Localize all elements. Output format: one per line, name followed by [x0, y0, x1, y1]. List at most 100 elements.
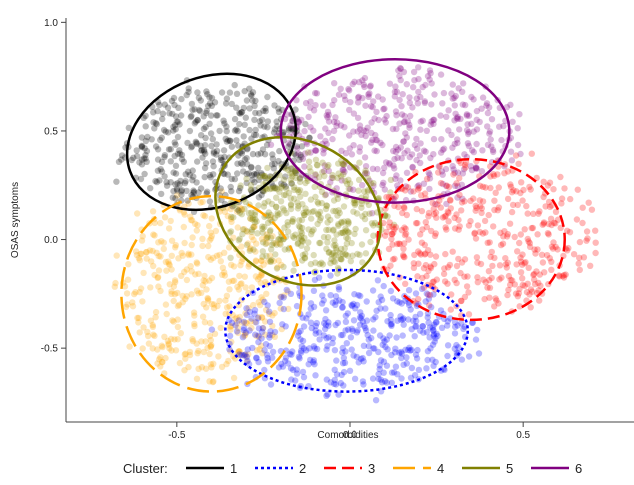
scatter-point: [472, 202, 479, 209]
scatter-point: [473, 254, 481, 261]
scatter-point: [362, 193, 370, 200]
scatter-point: [138, 143, 146, 150]
scatter-point: [391, 93, 398, 100]
scatter-point: [142, 112, 149, 120]
scatter-point: [167, 146, 174, 153]
scatter-point: [307, 356, 314, 364]
scatter-point: [142, 123, 149, 130]
scatter-point: [174, 118, 182, 125]
scatter-point: [320, 168, 328, 175]
scatter-point: [548, 258, 555, 265]
scatter-point: [334, 195, 342, 203]
scatter-point: [161, 214, 169, 221]
scatter-point: [454, 136, 461, 143]
scatter-point: [564, 227, 571, 234]
scatter-point: [350, 300, 357, 308]
scatter-point: [179, 252, 186, 259]
scatter-point: [389, 125, 397, 133]
scatter-point: [183, 276, 191, 284]
scatter-point: [437, 179, 445, 187]
scatter-point: [209, 158, 217, 165]
scatter-point: [465, 142, 473, 150]
scatter-point: [355, 359, 362, 366]
scatter-point: [365, 91, 372, 98]
scatter-point: [368, 119, 375, 126]
scatter-point: [251, 170, 258, 178]
scatter-point: [266, 342, 273, 350]
scatter-point: [208, 326, 216, 333]
scatter-point: [524, 210, 531, 217]
scatter-point: [355, 93, 362, 101]
scatter-point: [262, 235, 270, 242]
scatter-point: [381, 378, 389, 385]
scatter-point: [243, 179, 250, 187]
scatter-point: [342, 312, 349, 320]
scatter-point: [211, 330, 219, 337]
legend-label-1: 1: [230, 461, 237, 476]
scatter-point: [442, 165, 450, 173]
scatter-point: [546, 255, 553, 262]
scatter-point: [343, 180, 351, 187]
scatter-point: [158, 158, 166, 166]
scatter-point: [415, 75, 422, 83]
scatter-point: [331, 237, 338, 244]
scatter-point: [152, 308, 160, 316]
scatter-point: [391, 88, 399, 96]
scatter-point: [163, 310, 170, 318]
scatter-point: [487, 184, 494, 192]
scatter-point: [415, 366, 423, 374]
scatter-point: [261, 199, 268, 207]
scatter-point: [521, 226, 528, 233]
scatter-point: [421, 99, 428, 107]
scatter-point: [188, 112, 195, 120]
scatter-point: [380, 179, 387, 186]
scatter-point: [338, 219, 345, 227]
scatter-point: [464, 273, 471, 280]
scatter-point: [174, 150, 182, 158]
scatter-point: [242, 331, 249, 339]
scatter-point: [212, 227, 220, 235]
scatter-point: [271, 160, 278, 168]
scatter-point: [162, 354, 169, 362]
scatter-point: [463, 283, 471, 290]
scatter-point: [413, 323, 420, 330]
scatter-point: [331, 258, 339, 266]
scatter-point: [384, 318, 391, 325]
scatter-point: [310, 343, 318, 350]
scatter-point: [188, 268, 195, 275]
scatter-point: [194, 158, 201, 165]
scatter-point: [260, 172, 267, 180]
scatter-point: [279, 363, 287, 370]
scatter-point: [131, 290, 138, 298]
scatter-point: [314, 210, 322, 218]
scatter-point: [297, 228, 304, 235]
scatter-point: [302, 205, 309, 212]
scatter-point: [486, 104, 493, 111]
scatter-point: [337, 245, 345, 253]
scatter-point: [309, 228, 316, 235]
scatter-point: [369, 136, 376, 144]
scatter-point: [208, 215, 215, 222]
scatter-point: [220, 147, 228, 154]
scatter-point: [240, 326, 247, 334]
scatter-point: [285, 189, 293, 197]
scatter-point: [284, 219, 291, 226]
scatter-point: [349, 252, 356, 259]
scatter-point: [191, 120, 198, 127]
scatter-point: [545, 231, 552, 238]
scatter-point: [337, 85, 344, 93]
scatter-point: [186, 127, 194, 135]
scatter-point: [140, 269, 147, 277]
scatter-point: [345, 326, 352, 333]
scatter-point: [325, 111, 332, 119]
scatter-point: [330, 242, 337, 249]
scatter-point: [178, 249, 185, 257]
scatter-point: [297, 193, 304, 200]
scatter-point: [128, 156, 135, 164]
scatter-point: [172, 181, 179, 188]
scatter-point: [394, 317, 401, 324]
scatter-point: [173, 118, 181, 125]
scatter-point: [216, 127, 223, 135]
scatter-point: [289, 218, 296, 226]
scatter-point: [478, 205, 485, 212]
